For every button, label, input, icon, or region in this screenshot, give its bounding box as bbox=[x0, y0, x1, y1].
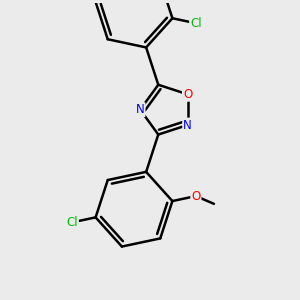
Text: Cl: Cl bbox=[66, 216, 78, 229]
Text: N: N bbox=[183, 118, 192, 131]
Text: O: O bbox=[183, 88, 192, 101]
Text: N: N bbox=[136, 103, 145, 116]
Text: Cl: Cl bbox=[190, 17, 202, 30]
Text: O: O bbox=[191, 190, 200, 202]
